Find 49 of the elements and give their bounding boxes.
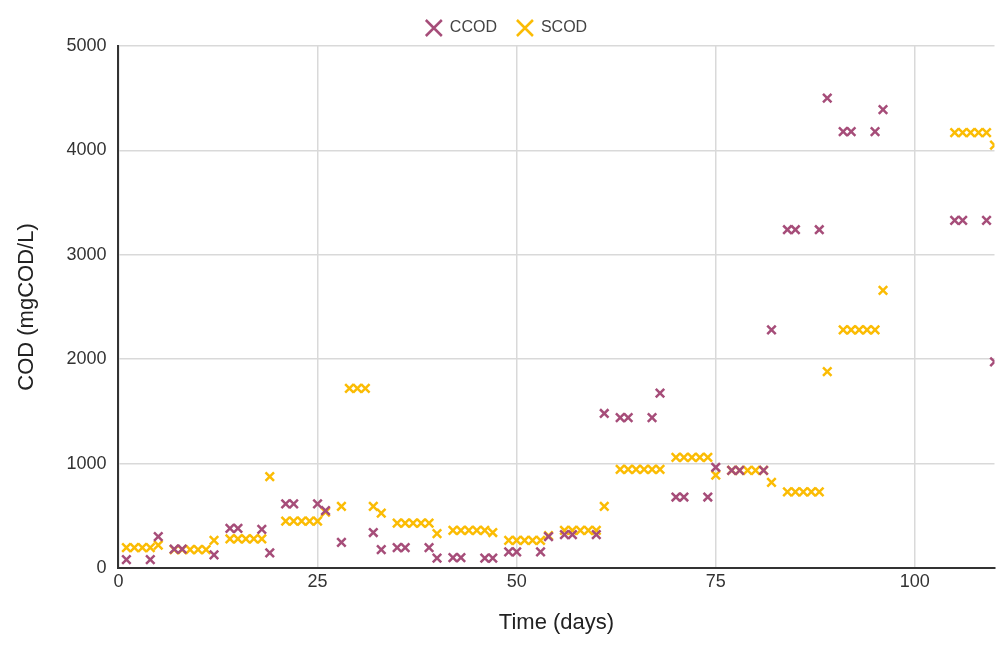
- point: [264, 547, 276, 559]
- point: [375, 544, 387, 556]
- x-tick-label: 75: [705, 570, 726, 591]
- y-tick-label: 4000: [66, 139, 107, 160]
- point: [766, 324, 777, 336]
- point: [423, 542, 435, 554]
- point: [614, 412, 626, 424]
- x-tick-label: 50: [506, 570, 527, 591]
- point: [598, 408, 610, 419]
- point: [813, 224, 825, 236]
- point: [312, 498, 324, 510]
- y-tick-label: 1000: [66, 452, 107, 473]
- point: [654, 387, 666, 399]
- legend-label: CCOD: [449, 18, 497, 36]
- point: [391, 542, 403, 554]
- point: [710, 461, 722, 473]
- point: [511, 546, 523, 558]
- point: [869, 126, 881, 138]
- point: [981, 214, 993, 226]
- x-tick-label: 100: [899, 570, 930, 591]
- point: [367, 527, 379, 538]
- point: [877, 104, 889, 116]
- point: [558, 529, 570, 541]
- point: [837, 126, 849, 138]
- y-axis-title: COD (mgCOD/L): [13, 223, 39, 391]
- point: [335, 536, 347, 548]
- y-tick-label: 0: [96, 556, 107, 577]
- point: [957, 214, 969, 226]
- y-tick-label: 5000: [66, 34, 107, 55]
- x-tick-label: 25: [307, 570, 328, 591]
- point: [256, 523, 268, 535]
- legend-label: SCOD: [540, 18, 588, 36]
- point: [288, 498, 300, 510]
- point: [535, 546, 547, 558]
- point: [487, 552, 499, 564]
- y-tick-label: 2000: [66, 348, 107, 369]
- point: [702, 491, 714, 503]
- point: [152, 531, 164, 543]
- y-tick-label: 3000: [66, 243, 107, 264]
- point: [646, 412, 658, 424]
- point: [821, 92, 833, 104]
- point: [208, 549, 220, 561]
- point: [120, 554, 132, 566]
- point: [431, 552, 443, 564]
- x-tick-label: 0: [113, 570, 124, 591]
- point: [144, 554, 156, 566]
- point: [781, 224, 793, 236]
- x-axis-title: Time (days): [498, 608, 615, 634]
- point: [590, 529, 602, 541]
